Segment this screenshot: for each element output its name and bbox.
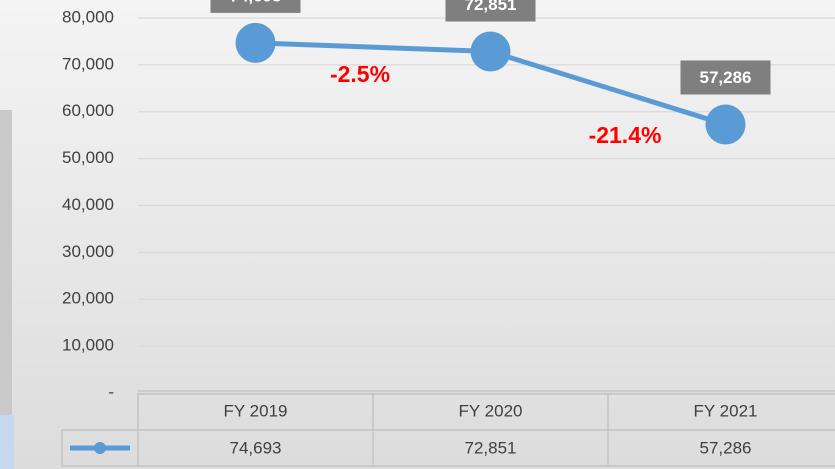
x-tick-label: FY 2020 bbox=[459, 401, 523, 420]
y-tick-label: 30,000 bbox=[62, 242, 114, 261]
y-tick-label: 70,000 bbox=[62, 54, 114, 73]
y-tick-label: - bbox=[108, 382, 114, 401]
marker bbox=[470, 31, 511, 72]
x-tick-label: FY 2021 bbox=[694, 401, 758, 420]
y-tick-label: 40,000 bbox=[62, 195, 114, 214]
data-label: 57,286 bbox=[700, 68, 752, 87]
y-tick-label: 20,000 bbox=[62, 289, 114, 308]
data-label: 72,851 bbox=[465, 0, 517, 14]
annotation: -21.4% bbox=[589, 122, 662, 148]
data-label-box bbox=[680, 60, 771, 95]
data-label: 74,693 bbox=[230, 0, 282, 5]
y-tick-label: 60,000 bbox=[62, 101, 114, 120]
y-tick-label: 80,000 bbox=[62, 7, 114, 26]
side-strip bbox=[0, 110, 12, 415]
y-tick-label: 10,000 bbox=[62, 336, 114, 355]
data-label-box bbox=[210, 0, 301, 13]
legend-key-marker bbox=[94, 442, 106, 454]
side-strip-blue bbox=[0, 415, 14, 469]
y-tick-label: 50,000 bbox=[62, 148, 114, 167]
annotation: -2.5% bbox=[330, 61, 390, 87]
table-value: 57,286 bbox=[700, 438, 752, 457]
marker bbox=[235, 22, 276, 63]
marker bbox=[705, 104, 746, 145]
table-value: 74,693 bbox=[230, 438, 282, 457]
table-value: 72,851 bbox=[465, 438, 517, 457]
data-label-box bbox=[445, 0, 536, 22]
x-tick-label: FY 2019 bbox=[224, 401, 288, 420]
